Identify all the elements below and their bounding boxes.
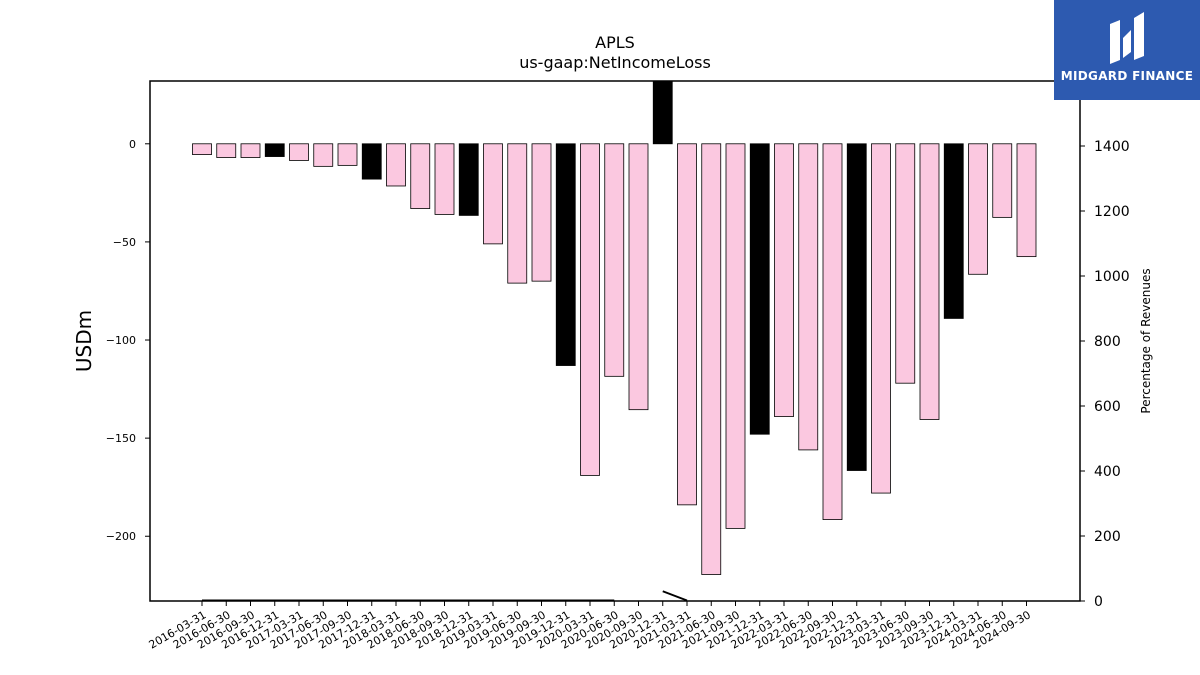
bar-2022-03-31 [774, 143, 794, 417]
bar-2023-03-31 [871, 143, 891, 494]
bar-2020-09-30 [628, 143, 649, 411]
right-tick-label: 1000 [1094, 269, 1130, 285]
bar-2016-12-31 [264, 143, 285, 157]
bar-2018-06-30 [410, 143, 431, 209]
bar-2018-09-30 [434, 143, 455, 215]
bar-group [192, 80, 1037, 575]
right-axis-label: Percentage of Revenues [1139, 268, 1153, 413]
right-series-group [202, 590, 688, 602]
bar-2016-06-30 [216, 143, 237, 158]
y-axis-label: USDm [72, 310, 96, 372]
bar-2021-09-30 [725, 143, 746, 529]
bar-2022-09-30 [822, 143, 843, 520]
bar-2020-12-31 [652, 80, 673, 145]
bar-2019-03-31 [483, 143, 503, 245]
y-tick-label: 0 [129, 138, 136, 151]
logo-mark-icon [1110, 12, 1144, 64]
bar-2021-03-31 [677, 143, 697, 506]
bar-2020-06-30 [604, 143, 625, 377]
bar-2022-06-30 [798, 143, 819, 451]
bar-2021-06-30 [701, 143, 722, 575]
bar-2019-09-30 [531, 143, 552, 282]
brand-logo: MIDGARD FINANCE [1054, 0, 1200, 100]
bar-2024-09-30 [1016, 143, 1037, 258]
chart-title: APLS [595, 33, 635, 52]
right-tick-label: 400 [1094, 464, 1121, 480]
bar-2019-06-30 [507, 143, 528, 284]
bar-2016-03-31 [192, 143, 212, 155]
bar-2021-12-31 [749, 143, 770, 435]
bar-2018-12-31 [458, 143, 479, 216]
y-tick-label: −50 [113, 236, 136, 249]
y-tick-label: −200 [106, 530, 136, 543]
bar-2017-03-31 [289, 143, 309, 161]
bar-2017-09-30 [337, 143, 358, 166]
bar-2023-06-30 [895, 143, 916, 384]
right-tick-label: 0 [1094, 594, 1103, 610]
bar-2020-03-31 [580, 143, 600, 476]
right-tick-label: 1400 [1094, 139, 1130, 155]
bar-2023-12-31 [943, 143, 964, 319]
bar-2017-06-30 [313, 143, 334, 167]
bar-2024-06-30 [992, 143, 1013, 218]
y-tick-label: −150 [106, 432, 136, 445]
bar-2017-12-31 [361, 143, 382, 180]
chart-subtitle: us-gaap:NetIncomeLoss [519, 53, 711, 72]
bar-2024-03-31 [968, 143, 988, 275]
left-axis: 0 −50 −100 −150 −200 [106, 138, 150, 543]
right-tick-label: 200 [1094, 529, 1121, 545]
bar-2022-12-31 [846, 143, 867, 471]
x-axis: 2016-03-312016-06-302016-09-302016-12-31… [147, 601, 1033, 652]
bar-2016-09-30 [240, 143, 261, 158]
y-tick-label: −100 [106, 334, 136, 347]
bar-2018-03-31 [386, 143, 406, 187]
percentage-line [662, 590, 688, 602]
right-tick-label: 800 [1094, 334, 1121, 350]
brand-name: MIDGARD FINANCE [1060, 69, 1194, 83]
bar-2023-09-30 [919, 143, 940, 420]
right-tick-label: 600 [1094, 399, 1121, 415]
right-tick-label: 1200 [1094, 204, 1130, 220]
bar-2019-12-31 [555, 143, 576, 366]
right-axis: 02004006008001000120014001600 [1080, 74, 1130, 610]
